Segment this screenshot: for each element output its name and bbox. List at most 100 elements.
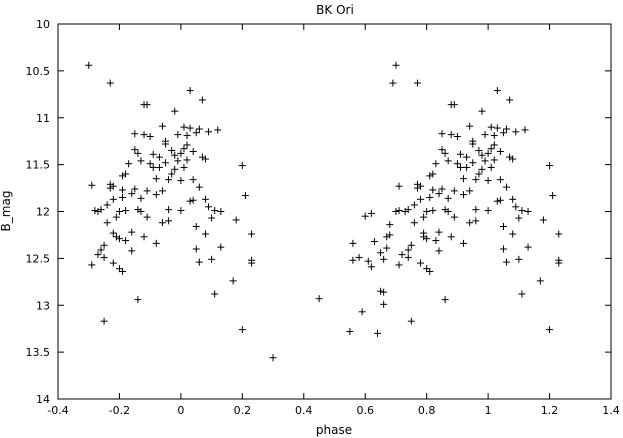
data-point-256 [546, 162, 554, 170]
data-point-49 [143, 187, 151, 195]
data-point-83 [183, 156, 191, 164]
data-point-95 [195, 183, 203, 191]
data-point-90 [189, 176, 197, 184]
x-tick-label: 1.2 [541, 404, 559, 417]
data-point-3 [91, 207, 99, 215]
data-point-131 [374, 329, 382, 337]
data-point-98 [198, 153, 206, 161]
data-point-243 [509, 195, 517, 203]
y-tick-label: 11.5 [26, 159, 51, 172]
data-point-69 [168, 170, 176, 178]
data-point-122 [349, 256, 357, 264]
data-point-5 [94, 208, 102, 215]
data-point-137 [383, 244, 391, 252]
data-point-91 [192, 223, 200, 230]
data-point-175 [432, 160, 440, 168]
data-point-232 [496, 196, 504, 204]
data-point-207 [469, 159, 477, 167]
data-point-211 [472, 217, 480, 225]
data-point-198 [460, 175, 468, 183]
y-tick-label: 12.5 [26, 252, 51, 265]
data-point-208 [469, 140, 477, 148]
data-point-66 [165, 176, 173, 184]
data-point-79 [180, 145, 188, 153]
data-point-242 [509, 155, 517, 163]
x-tick-label: 0.2 [234, 404, 252, 417]
data-point-218 [481, 131, 489, 139]
data-point-252 [524, 208, 532, 215]
data-point-34 [128, 247, 136, 255]
data-point-209 [472, 176, 480, 184]
data-point-254 [536, 277, 544, 285]
data-point-158 [413, 79, 421, 87]
data-point-10 [100, 317, 108, 325]
plot-area-frame [57, 23, 612, 400]
data-point-84 [183, 132, 191, 140]
data-point-170 [426, 172, 434, 180]
data-point-26 [119, 193, 127, 201]
data-point-193 [450, 213, 458, 221]
data-point-239 [503, 258, 511, 266]
data-point-134 [380, 255, 388, 263]
x-tick-label: 0.4 [295, 404, 313, 417]
data-point-28 [119, 186, 127, 194]
data-point-33 [128, 228, 136, 236]
data-point-97 [198, 96, 206, 104]
data-point-31 [122, 237, 130, 245]
data-point-231 [496, 148, 504, 155]
data-point-125 [358, 308, 366, 316]
data-point-19 [109, 229, 117, 237]
data-point-74 [174, 157, 182, 165]
data-point-48 [143, 101, 151, 109]
data-point-219 [484, 149, 492, 157]
data-point-249 [518, 290, 526, 298]
data-point-89 [189, 196, 197, 204]
data-point-30 [122, 170, 130, 178]
y-tick-label: 13.5 [26, 346, 51, 359]
data-point-166 [423, 235, 431, 243]
data-point-85 [186, 124, 194, 132]
data-point-240 [506, 96, 514, 104]
data-point-195 [453, 133, 461, 140]
data-point-16 [109, 195, 117, 203]
y-tick-label: 10 [36, 18, 50, 31]
data-point-115 [241, 192, 249, 200]
data-point-245 [512, 128, 520, 136]
data-point-67 [165, 206, 173, 214]
data-point-105 [208, 214, 216, 222]
data-point-27 [119, 172, 127, 180]
data-point-136 [380, 288, 388, 296]
data-point-117 [248, 230, 256, 238]
data-point-244 [509, 230, 517, 238]
data-point-138 [383, 233, 391, 241]
data-point-39 [134, 296, 142, 304]
data-point-99 [201, 155, 209, 163]
data-point-200 [460, 239, 468, 247]
data-point-194 [453, 160, 461, 168]
data-point-150 [404, 206, 412, 214]
data-point-260 [555, 230, 563, 238]
data-point-110 [217, 243, 225, 251]
data-point-87 [186, 87, 194, 95]
data-point-109 [217, 208, 225, 215]
data-point-0 [85, 61, 93, 69]
data-point-60 [158, 219, 166, 227]
data-point-213 [475, 147, 483, 155]
data-point-77 [177, 177, 185, 185]
data-point-228 [493, 124, 501, 132]
data-point-182 [441, 296, 449, 304]
data-point-100 [201, 195, 209, 203]
data-point-15 [106, 79, 114, 87]
data-point-215 [478, 107, 486, 115]
data-point-14 [106, 180, 114, 188]
data-point-227 [490, 132, 498, 140]
data-point-4 [94, 251, 102, 259]
data-point-112 [232, 216, 240, 224]
data-point-163 [420, 213, 428, 221]
data-point-251 [521, 126, 529, 134]
data-point-147 [398, 251, 406, 259]
data-point-51 [146, 160, 154, 168]
y-tick-label: 12 [36, 206, 50, 219]
data-point-225 [490, 141, 498, 149]
data-point-32 [125, 160, 133, 168]
